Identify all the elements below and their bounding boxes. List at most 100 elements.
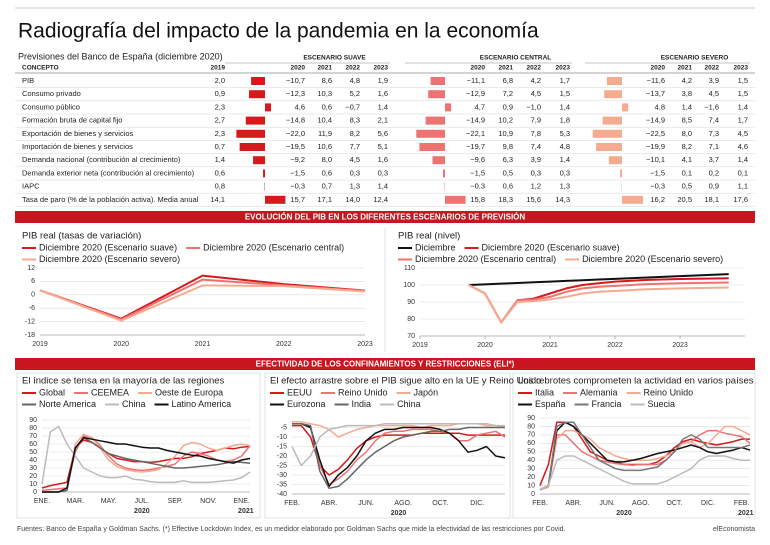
cell: 1,7 [560, 76, 570, 85]
legend-label: Francia [592, 399, 622, 409]
line-series [539, 421, 751, 491]
cell: 0,8 [215, 182, 225, 191]
cell: 4,7 [475, 102, 485, 111]
cell: 1,5 [738, 89, 748, 98]
cell: 4,2 [531, 76, 541, 85]
line-series [539, 421, 751, 491]
x-tick-label: 2022 [276, 341, 292, 348]
y-tick-label: 60 [527, 440, 535, 447]
legend-label: Reino Unido [338, 387, 388, 397]
cell: −9,2 [290, 155, 305, 164]
y-tick-label: 80 [29, 425, 37, 432]
cell: 1,5 [560, 89, 570, 98]
cell: 0,9 [503, 102, 513, 111]
y-tick-label: 90 [527, 415, 535, 422]
x-group-label: 2020 [391, 510, 407, 517]
cell: 0,9 [215, 89, 225, 98]
cell: 10,2 [498, 116, 513, 125]
section-title: EVOLUCIÓN DEL PIB EN LOS DIFERENTES ESCE… [245, 213, 526, 222]
chart-title: PIB real (tasas de variación) [22, 231, 141, 242]
bar [432, 156, 445, 165]
cell: −11,1 [467, 76, 485, 85]
bar [251, 77, 265, 85]
row-label: PIB [22, 76, 34, 85]
y-tick-label: 40 [29, 457, 37, 464]
cell: −12,3 [286, 89, 305, 98]
year-header: 2021 [678, 65, 693, 72]
legend-label: Diciembre 2020 (Escenario severo) [582, 254, 723, 264]
cell: −11,6 [647, 76, 665, 85]
cell: 0,5 [503, 168, 513, 177]
legend-label: Japón [414, 387, 439, 397]
cell: 10,6 [317, 142, 332, 151]
cell: 4,5 [531, 89, 541, 98]
bar [443, 169, 445, 178]
panel-frame [16, 372, 261, 519]
cell: 14,1 [210, 195, 225, 204]
x-tick-label: MAY. [101, 498, 117, 505]
cell: 1,8 [560, 116, 570, 125]
line-series [42, 433, 251, 493]
x-tick-label: FEB. [532, 500, 548, 507]
year-header: 2023 [556, 65, 571, 72]
x-tick-label: JUN. [599, 500, 615, 507]
legend-label: EEUU [287, 387, 312, 397]
x-tick-label: ENE. [234, 498, 250, 505]
y-tick-label: 80 [407, 316, 415, 323]
x-tick-label: 2019 [412, 342, 428, 349]
row-label: Importación de bienes y servicios [22, 142, 133, 151]
y-tick-label: 12 [27, 265, 35, 272]
y-tick-label: -12 [25, 318, 35, 325]
y-tick-label: 110 [404, 265, 415, 272]
cell: 0,3 [350, 168, 360, 177]
cell: 7,9 [531, 116, 541, 125]
x-tick-label: 2020 [477, 342, 493, 349]
cell: −19,5 [286, 142, 305, 151]
cell: 4,6 [295, 102, 305, 111]
cell: 0,6 [215, 168, 225, 177]
section-banner [15, 358, 755, 370]
y-tick-label: 6 [31, 278, 35, 285]
row-label: IAPC [22, 182, 40, 191]
cell: 0,1 [682, 168, 692, 177]
y-tick-label: 70 [527, 432, 535, 439]
x-tick-label: DIC. [701, 500, 715, 507]
cell: −22,0 [286, 129, 305, 138]
y-tick-label: 90 [29, 417, 37, 424]
year-header: 2021 [318, 65, 333, 72]
x-tick-label: FEB. [284, 500, 300, 507]
year-header: 2020 [291, 65, 306, 72]
x-group-label: 2020 [134, 508, 150, 515]
cell: 2,0 [215, 76, 225, 85]
line-series [468, 273, 729, 286]
cell: −22,5 [646, 129, 665, 138]
bar [445, 195, 466, 204]
cell: 5,3 [560, 129, 570, 138]
cell: −10,1 [646, 155, 665, 164]
y-tick-label: -6 [29, 305, 35, 312]
cell: −14,9 [646, 116, 665, 125]
y-tick-label: 100 [403, 282, 415, 289]
section-title: EFECTIVIDAD DE LOS CONFINAMIENTOS Y REST… [256, 360, 515, 369]
x-tick-label: 2021 [195, 341, 211, 348]
cell: 5,1 [378, 142, 388, 151]
scenario-name: ESCENARIO SUAVE [303, 55, 366, 62]
x-tick-label: SEP. [168, 498, 183, 505]
line-series [41, 425, 251, 485]
cell: 7,2 [503, 89, 513, 98]
row-label: Exportación de bienes y servicios [22, 129, 134, 138]
bar [236, 129, 265, 138]
cell: 20,5 [677, 195, 692, 204]
legend-label: Global [39, 387, 65, 397]
y-tick-label: 30 [29, 465, 37, 472]
x-tick-label: ABR. [565, 500, 581, 507]
page-title: Radiografía del impacto de la pandemia e… [18, 20, 539, 43]
x-tick-label: ABR. [321, 500, 337, 507]
bar [608, 156, 622, 165]
cell: 0,3 [531, 168, 541, 177]
cell: −1,5 [290, 168, 305, 177]
x-tick-label: 2021 [542, 342, 558, 349]
line-series [539, 429, 751, 491]
cell: 7,8 [531, 129, 541, 138]
